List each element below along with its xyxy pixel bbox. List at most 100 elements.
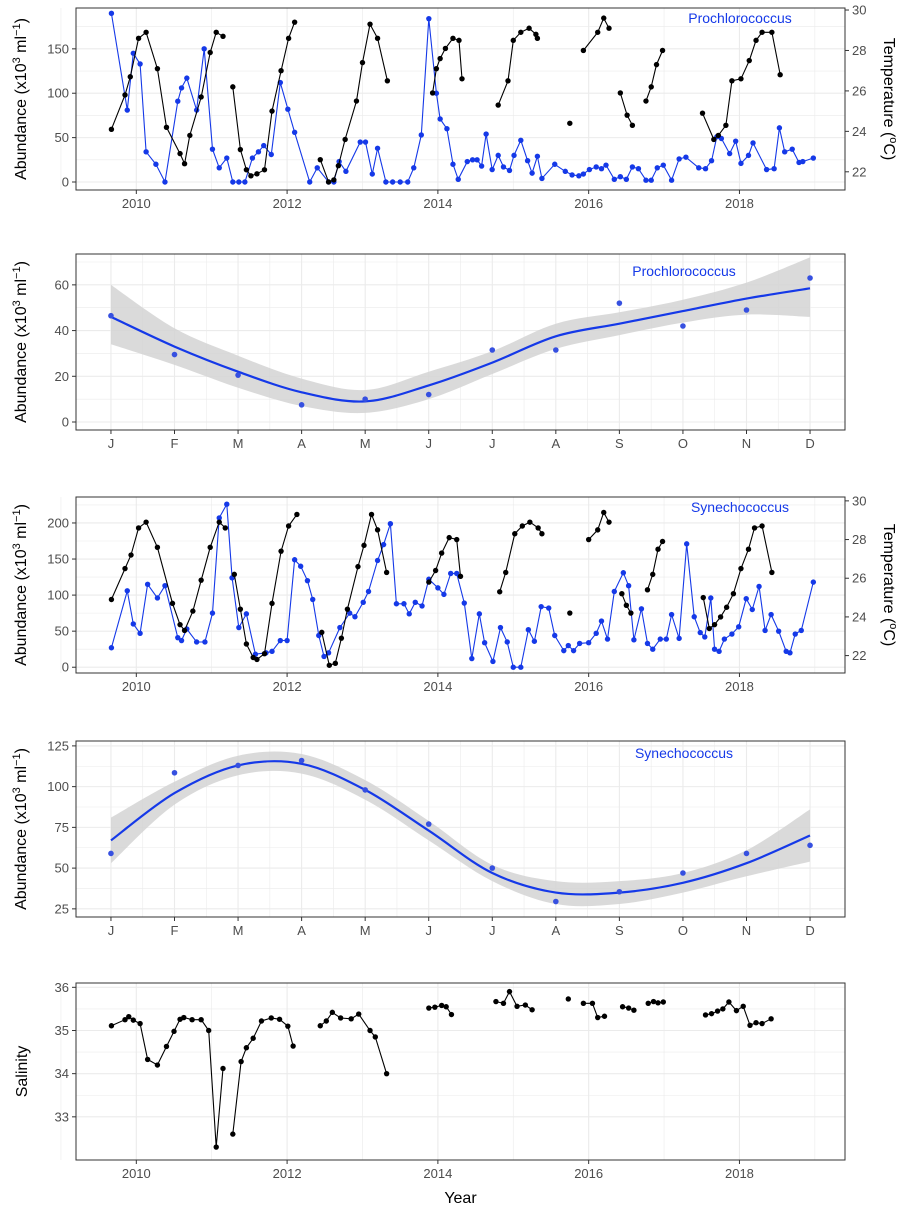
data-point [518,664,524,670]
y-tick-label: 50 [55,861,69,876]
data-point [348,1016,354,1022]
data-point [153,161,159,167]
data-point [756,583,762,590]
data-point [598,165,605,172]
data-point [443,1004,449,1010]
data-point [122,92,128,98]
x-tick-label: J [425,923,432,938]
data-point [511,152,517,159]
data-point [201,46,207,52]
data-point [638,606,645,612]
chart-panel-4: J F M A M J J A S O N D 25 50 75 100 125 Abundance (x103 … [11,738,846,938]
y-axis-title-superscript: 3 [11,300,23,306]
data-point [729,631,735,637]
data-point [762,627,768,634]
data-point [781,149,788,155]
y-axis-title-part: ) [13,18,30,23]
data-point [738,565,744,572]
data-point [527,519,533,525]
data-point [721,636,728,642]
y2-tick-label: 28 [852,43,866,58]
y-tick-label: 34 [55,1066,69,1081]
data-point [393,601,400,607]
data-point [759,523,765,529]
data-point [539,531,545,537]
monthly-mean-point [616,300,623,306]
y-axis-title-part: ) [13,504,30,509]
data-point [518,29,524,35]
data-point [495,102,501,108]
data-point [163,124,170,131]
data-point [619,591,625,597]
data-point [631,637,637,643]
data-point [198,577,204,583]
data-point [650,571,656,578]
x-tick-label: 2014 [423,679,452,694]
data-point [745,546,752,552]
y-tick-label: 36 [55,980,69,995]
data-point [469,655,475,662]
data-point [326,662,333,668]
data-point [426,1005,432,1011]
data-point [433,65,440,72]
data-point [711,621,718,628]
data-point [723,604,730,610]
data-point [224,155,230,161]
data-point [500,1000,507,1006]
data-point [644,587,651,593]
data-point [586,166,593,173]
series-line [319,1011,388,1074]
x-tick-label: M [233,436,244,451]
x-tick-label: A [551,436,560,451]
data-point [374,145,381,151]
data-point [269,600,275,607]
data-point [660,162,667,168]
data-point [585,536,592,543]
y-axis-title-part: ml [13,279,30,300]
data-point [567,120,573,126]
data-point [360,599,366,606]
data-point [325,179,332,185]
chart-panel-1: 2010 2012 2014 2016 2018 0 50 100 150 22 24 26 28 30 T… [11,3,899,211]
data-point [595,29,601,35]
y2-tick-label: 22 [852,164,866,179]
data-point [346,610,353,616]
monthly-mean-point [616,888,623,895]
monthly-mean-point [553,347,559,353]
data-point [606,25,612,31]
data-point [743,596,749,602]
data-point [497,589,503,595]
data-point [432,567,439,574]
y-tick-label: 150 [47,41,69,56]
data-point [746,57,752,64]
data-point [126,1013,132,1020]
data-point [740,1003,746,1010]
data-point [356,1011,362,1017]
data-point [604,636,611,642]
x-tick-label: 2010 [122,1166,151,1181]
data-point [435,585,441,591]
data-point [278,548,284,554]
data-point [531,638,538,644]
data-point [730,591,737,597]
data-point [505,78,511,84]
data-point [629,164,636,170]
data-point [569,172,575,178]
data-point [738,76,744,82]
y-axis-title-part: ) [13,261,30,266]
data-point [635,165,642,172]
data-point [442,45,449,52]
x-tick-label: A [297,923,306,938]
data-point [220,1065,226,1072]
series-black [108,15,783,185]
data-point [367,1027,373,1034]
data-point [565,996,572,1002]
data-point [135,35,142,42]
series-black [108,509,775,668]
series-line [232,22,296,177]
data-point [432,1004,438,1010]
data-point [619,1004,626,1010]
y2-tick-label: 30 [852,3,866,18]
data-point [539,175,545,182]
data-point [601,1013,608,1019]
